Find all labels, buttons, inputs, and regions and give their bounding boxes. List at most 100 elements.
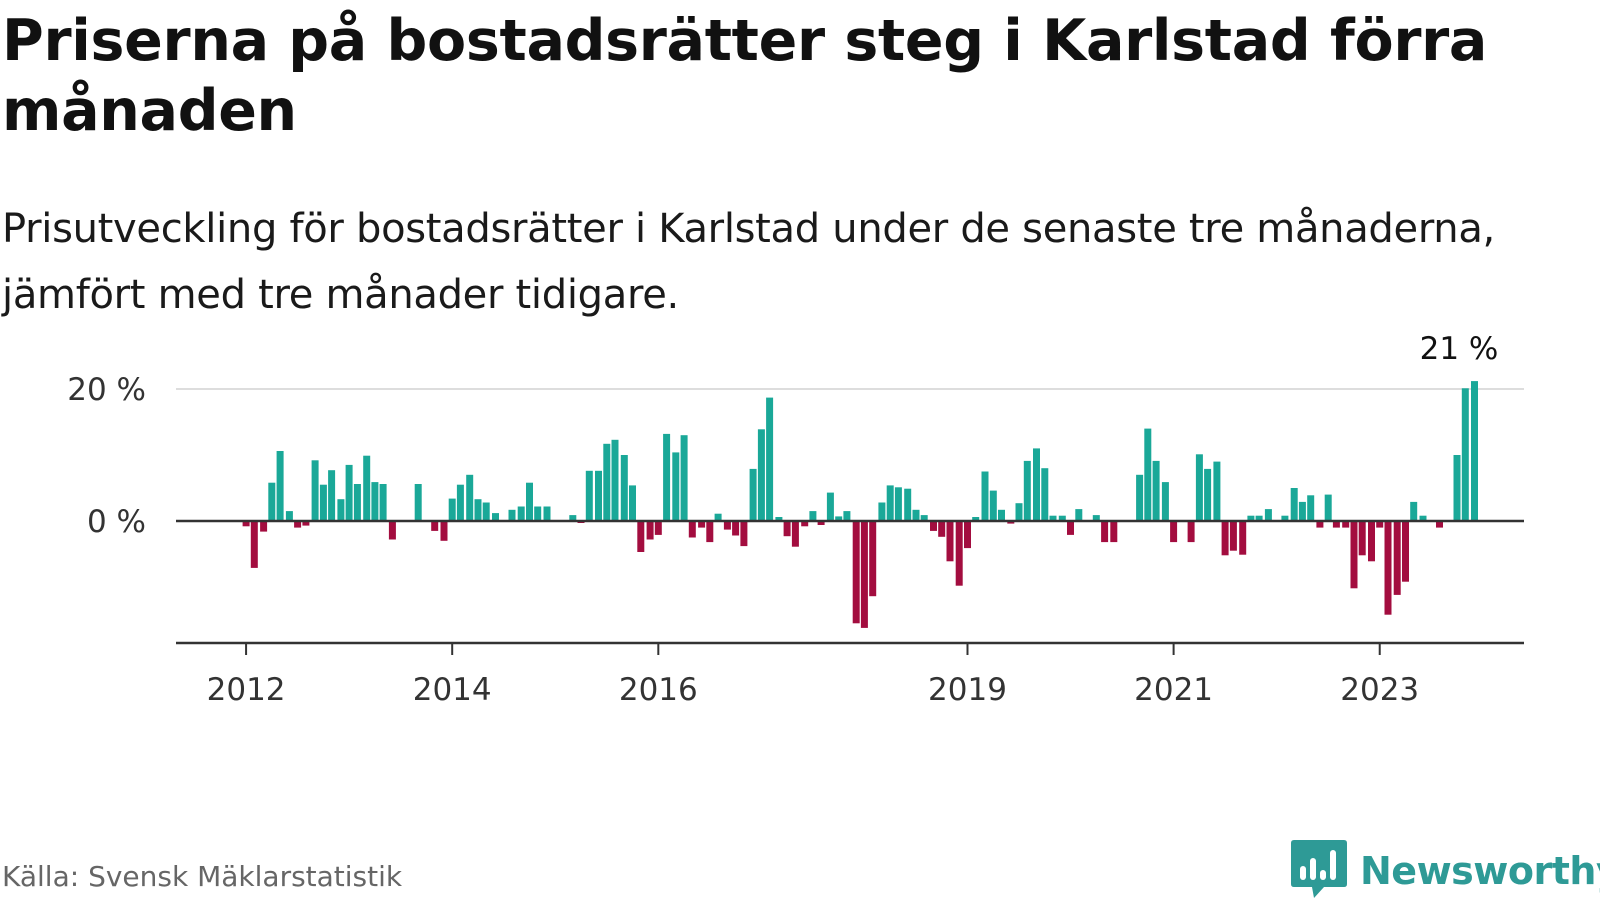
bar-positive <box>920 515 928 521</box>
bar-positive <box>1058 515 1066 521</box>
bar-negative <box>294 521 302 528</box>
bar-negative <box>946 521 954 562</box>
bar-negative <box>860 521 868 628</box>
bar-positive <box>534 506 542 521</box>
y-tick-label: 20 % <box>67 372 146 408</box>
bar-negative <box>302 521 310 526</box>
bar-negative <box>706 521 714 543</box>
bar-positive <box>276 451 284 521</box>
bar-positive <box>912 509 920 521</box>
bar-negative <box>955 521 963 586</box>
bar-positive <box>328 470 336 521</box>
bar-positive <box>843 511 851 521</box>
bar-negative <box>852 521 860 624</box>
bar-positive <box>1419 515 1427 521</box>
bar-positive <box>363 455 371 521</box>
bar-negative <box>1007 521 1015 524</box>
bar-positive <box>1195 454 1203 521</box>
x-tick-label: 2019 <box>928 672 1007 708</box>
bar-positive <box>1092 515 1100 521</box>
bar-positive <box>1033 448 1040 521</box>
bar-positive <box>569 515 577 521</box>
bar-negative <box>1316 521 1324 528</box>
bar-negative <box>817 521 825 525</box>
bar-positive <box>620 455 628 521</box>
bar-negative <box>740 521 748 547</box>
newsworthy-logo[interactable]: Newsworthy <box>1290 838 1600 904</box>
bar-negative <box>1368 521 1375 562</box>
bar-positive <box>603 443 611 521</box>
bar-positive <box>1152 460 1160 521</box>
price-change-bar-chart: 0 % 20 % 2012 2014 2016 2019 2021 2023 21 % <box>67 331 1524 708</box>
bar-negative <box>1067 521 1074 535</box>
bar-positive <box>1410 501 1418 521</box>
bar-negative <box>930 521 937 531</box>
bar-positive <box>1324 494 1332 521</box>
bar-positive <box>1213 461 1221 521</box>
bar-negative <box>1342 521 1350 528</box>
bar-negative <box>1221 521 1229 556</box>
bar-positive <box>1075 509 1083 521</box>
bar-positive <box>517 506 525 521</box>
bar-negative <box>1436 521 1443 528</box>
bar-positive <box>353 484 361 521</box>
bar-negative <box>783 521 791 537</box>
bar-negative <box>431 521 439 531</box>
bar-positive <box>809 511 817 521</box>
bar-positive <box>826 492 834 521</box>
bar-positive <box>1204 468 1212 521</box>
bar-positive <box>1247 515 1255 521</box>
bar-positive <box>1281 515 1289 521</box>
bar-negative <box>1101 521 1109 543</box>
bar-positive <box>456 484 464 521</box>
bar-positive <box>1307 495 1315 521</box>
bar-negative <box>1358 521 1366 556</box>
bar-negative <box>1229 521 1237 551</box>
bar-positive <box>972 517 980 521</box>
bar-positive <box>1015 503 1023 521</box>
bar-positive <box>894 487 902 521</box>
bar-positive <box>904 488 912 521</box>
bar-positive <box>345 464 353 521</box>
bar-positive <box>775 517 783 521</box>
bar-positive <box>474 499 482 521</box>
bar-positive <box>1471 381 1478 521</box>
bar-negative <box>646 521 654 540</box>
bar-negative <box>791 521 799 547</box>
bar-positive <box>1290 488 1298 521</box>
bar-positive <box>1161 482 1169 521</box>
bar-positive <box>878 502 886 521</box>
bar-negative <box>1350 521 1358 589</box>
bar-positive <box>526 482 533 521</box>
bar-positive <box>663 433 671 521</box>
bar-negative <box>732 521 740 536</box>
bar-negative <box>1239 521 1247 555</box>
bar-positive <box>508 509 516 521</box>
bar-positive <box>595 470 602 521</box>
bar-negative <box>938 521 946 537</box>
bar-positive <box>585 470 593 521</box>
chart-labels: 0 % 20 % 2012 2014 2016 2019 2021 2023 21 % <box>67 331 1498 708</box>
bar-negative <box>698 521 706 528</box>
bar-negative <box>1384 521 1392 615</box>
bar-positive <box>629 485 636 521</box>
bars <box>242 381 1478 628</box>
last-value-label: 21 % <box>1420 331 1499 367</box>
bar-negative <box>1393 521 1401 595</box>
bar-positive <box>414 484 422 521</box>
bar-negative <box>1110 521 1118 543</box>
bar-positive <box>672 452 680 521</box>
bar-positive <box>492 513 499 521</box>
bar-positive <box>1461 388 1469 521</box>
bar-positive <box>1049 515 1057 521</box>
bar-negative <box>1187 521 1195 543</box>
bar-positive <box>268 482 276 521</box>
bar-positive <box>379 484 387 521</box>
bar-positive <box>448 498 456 521</box>
x-tick-label: 2021 <box>1134 672 1213 708</box>
bar-positive <box>680 435 688 521</box>
bar-negative <box>242 521 250 527</box>
bar-positive <box>835 516 843 521</box>
chart-title: Priserna på bostadsrätter steg i Karlsta… <box>2 8 1488 144</box>
bar-positive <box>757 429 765 521</box>
